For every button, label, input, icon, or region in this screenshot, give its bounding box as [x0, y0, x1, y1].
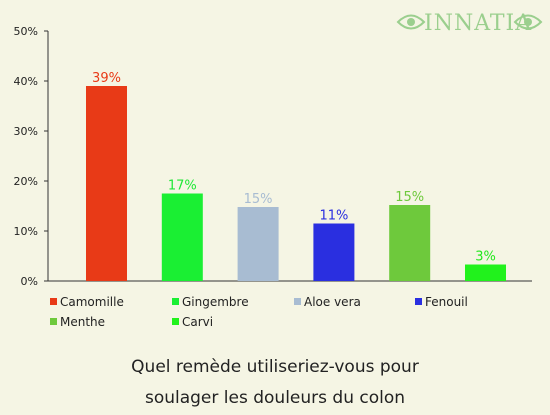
bar-gingembre — [161, 193, 203, 281]
data-label: 39% — [92, 71, 121, 86]
data-label: 3% — [475, 250, 496, 265]
legend-label: Menthe — [60, 315, 105, 329]
legend-item: Gingembre — [172, 295, 249, 309]
bar-carvi — [465, 264, 506, 281]
bar-menthe — [389, 205, 431, 281]
bars — [86, 86, 506, 281]
y-tick-label: 10% — [14, 225, 38, 238]
chart-title: Quel remède utiliseriez-vous pour soulag… — [0, 352, 550, 414]
legend-item: Carvi — [172, 315, 213, 329]
data-label: 15% — [244, 192, 273, 207]
legend-label: Camomille — [60, 295, 124, 309]
bar-fenouil — [313, 223, 355, 281]
chart-title-line-1: Quel remède utiliseriez-vous pour — [131, 357, 419, 377]
y-tick-label: 50% — [14, 25, 38, 38]
legend-item: Camomille — [50, 295, 124, 309]
legend-swatch — [172, 318, 179, 325]
logo: INNATIA — [396, 11, 543, 36]
data-labels: 39% 17% 15% 11% 15% 3% — [92, 71, 496, 265]
legend-item: Fenouil — [415, 295, 468, 309]
legend-swatch — [415, 298, 422, 305]
y-tick-label: 0% — [21, 275, 38, 288]
legend-swatch — [50, 298, 57, 305]
data-label: 15% — [395, 190, 424, 205]
logo-text: INNATIA — [424, 11, 532, 36]
eye-icon — [513, 14, 543, 30]
eye-icon — [396, 14, 426, 30]
legend: Camomille Gingembre Aloe vera Fenouil Menthe… — [50, 295, 468, 329]
y-tick-label: 30% — [14, 125, 38, 138]
data-label: 17% — [168, 179, 197, 194]
axes — [47, 31, 532, 282]
legend-label: Aloe vera — [304, 295, 361, 309]
legend-swatch — [50, 318, 57, 325]
y-axis-ticks: 0% 10% 20% 30% 40% 50% — [14, 25, 48, 288]
data-label: 11% — [319, 209, 348, 224]
chart-title-line-2: soulager les douleurs du colon — [144, 388, 406, 408]
legend-swatch — [172, 298, 179, 305]
y-tick-label: 40% — [14, 75, 38, 88]
y-tick-label: 20% — [14, 175, 38, 188]
legend-label: Carvi — [182, 315, 213, 329]
legend-label: Gingembre — [182, 295, 249, 309]
legend-item: Menthe — [50, 315, 105, 329]
legend-label: Fenouil — [425, 295, 468, 309]
legend-item: Aloe vera — [294, 295, 361, 309]
bar-aloe-vera — [237, 207, 279, 281]
legend-swatch — [294, 298, 301, 305]
bar-camomille — [86, 86, 127, 281]
